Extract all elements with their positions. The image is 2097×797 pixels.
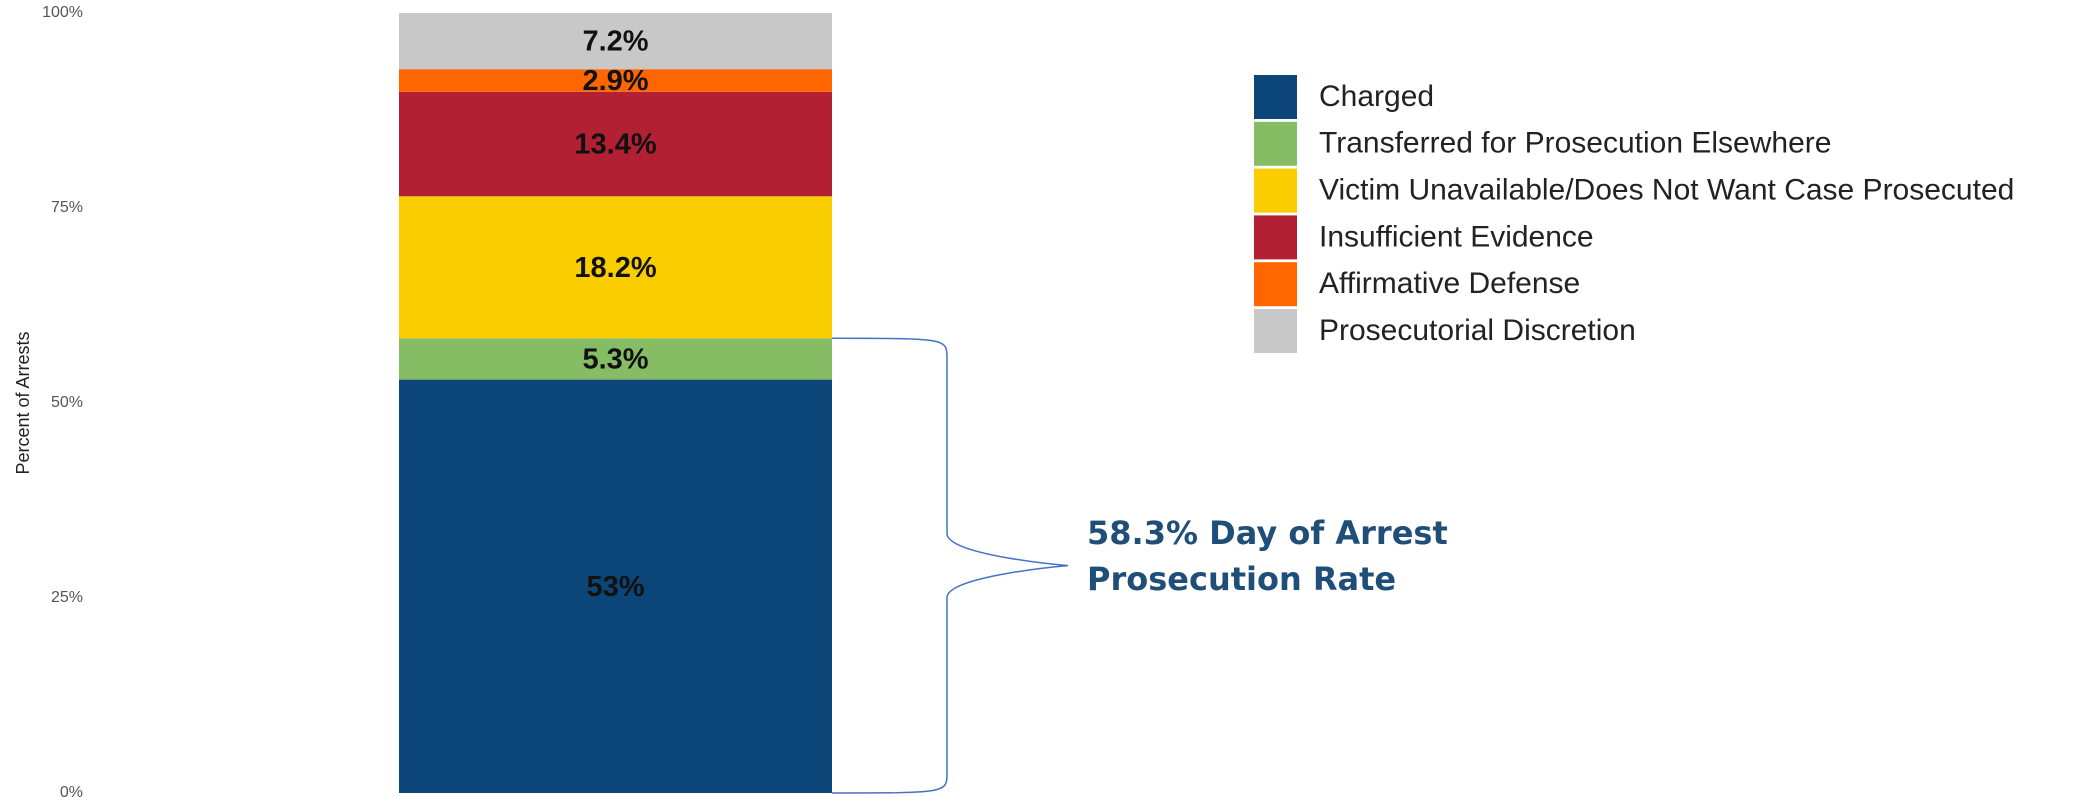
annotation: Prosecution Rate [1087, 560, 1396, 598]
data-label: 18.2% [574, 252, 656, 284]
legend-label: Affirmative Defense [1319, 267, 1580, 300]
bar-segment [399, 338, 832, 380]
legend-swatch [1254, 75, 1297, 119]
legend-swatch [1254, 168, 1297, 213]
legend-label: Victim Unavailable/Does Not Want Case Pr… [1319, 174, 2014, 207]
legend-swatch [1254, 309, 1297, 353]
bar-segment [399, 91, 832, 197]
legend-swatch [1254, 121, 1297, 166]
bracket [831, 337, 1069, 794]
data-label: 7.2% [582, 26, 648, 58]
legend-label: Insufficient Evidence [1319, 220, 1594, 253]
legend-swatch [1254, 262, 1297, 307]
data-label: 2.9% [582, 65, 648, 97]
legend-label: Prosecutorial Discretion [1319, 314, 1636, 347]
data-label: 13.4% [574, 129, 656, 161]
y-tick-label: 25% [51, 589, 83, 606]
bar-segment [399, 69, 832, 92]
y-tick-label: 75% [51, 199, 83, 216]
y-tick-label: 50% [51, 394, 83, 411]
y-tick-label: 0% [60, 784, 83, 797]
y-tick-label: 100% [42, 4, 83, 21]
data-label: 53% [586, 571, 644, 603]
annotation: 58.3% Day of Arrest [1087, 514, 1448, 552]
bar-segment [399, 379, 832, 793]
legend-swatch [1254, 215, 1297, 260]
legend-label: Charged [1319, 80, 1434, 113]
y-axis-label: Percent of Arrests [13, 331, 33, 474]
bar-segment [399, 13, 832, 70]
bar-segment [399, 196, 832, 339]
data-label: 5.3% [582, 344, 648, 376]
legend-label: Transferred for Prosecution Elsewhere [1319, 127, 1831, 160]
